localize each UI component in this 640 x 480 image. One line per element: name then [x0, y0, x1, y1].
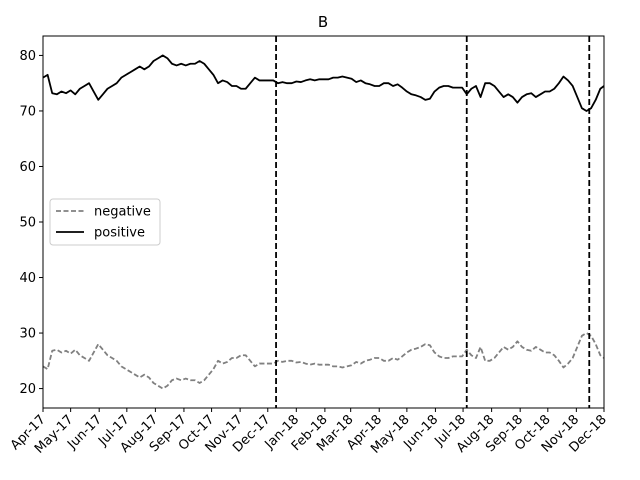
legend-label-negative: negative: [94, 205, 151, 220]
y-axis: 20 30 40 50 60 70 80: [19, 49, 43, 397]
series-line-positive: [42, 54, 605, 112]
y-tick-label: 20: [19, 382, 36, 397]
y-tick-label: 80: [19, 49, 36, 64]
series-line-negative: [42, 332, 605, 390]
y-tick-label: 70: [19, 104, 36, 119]
chart-title: B: [318, 13, 328, 31]
y-tick-label: 50: [19, 216, 36, 231]
legend-label-positive: positive: [94, 226, 145, 241]
legend: negative positive: [49, 198, 161, 246]
plot-area: [42, 36, 605, 408]
y-tick-label: 30: [19, 327, 36, 342]
y-tick-label: 60: [19, 160, 36, 175]
legend-box: [49, 198, 161, 246]
y-tick-label: 40: [19, 271, 36, 286]
